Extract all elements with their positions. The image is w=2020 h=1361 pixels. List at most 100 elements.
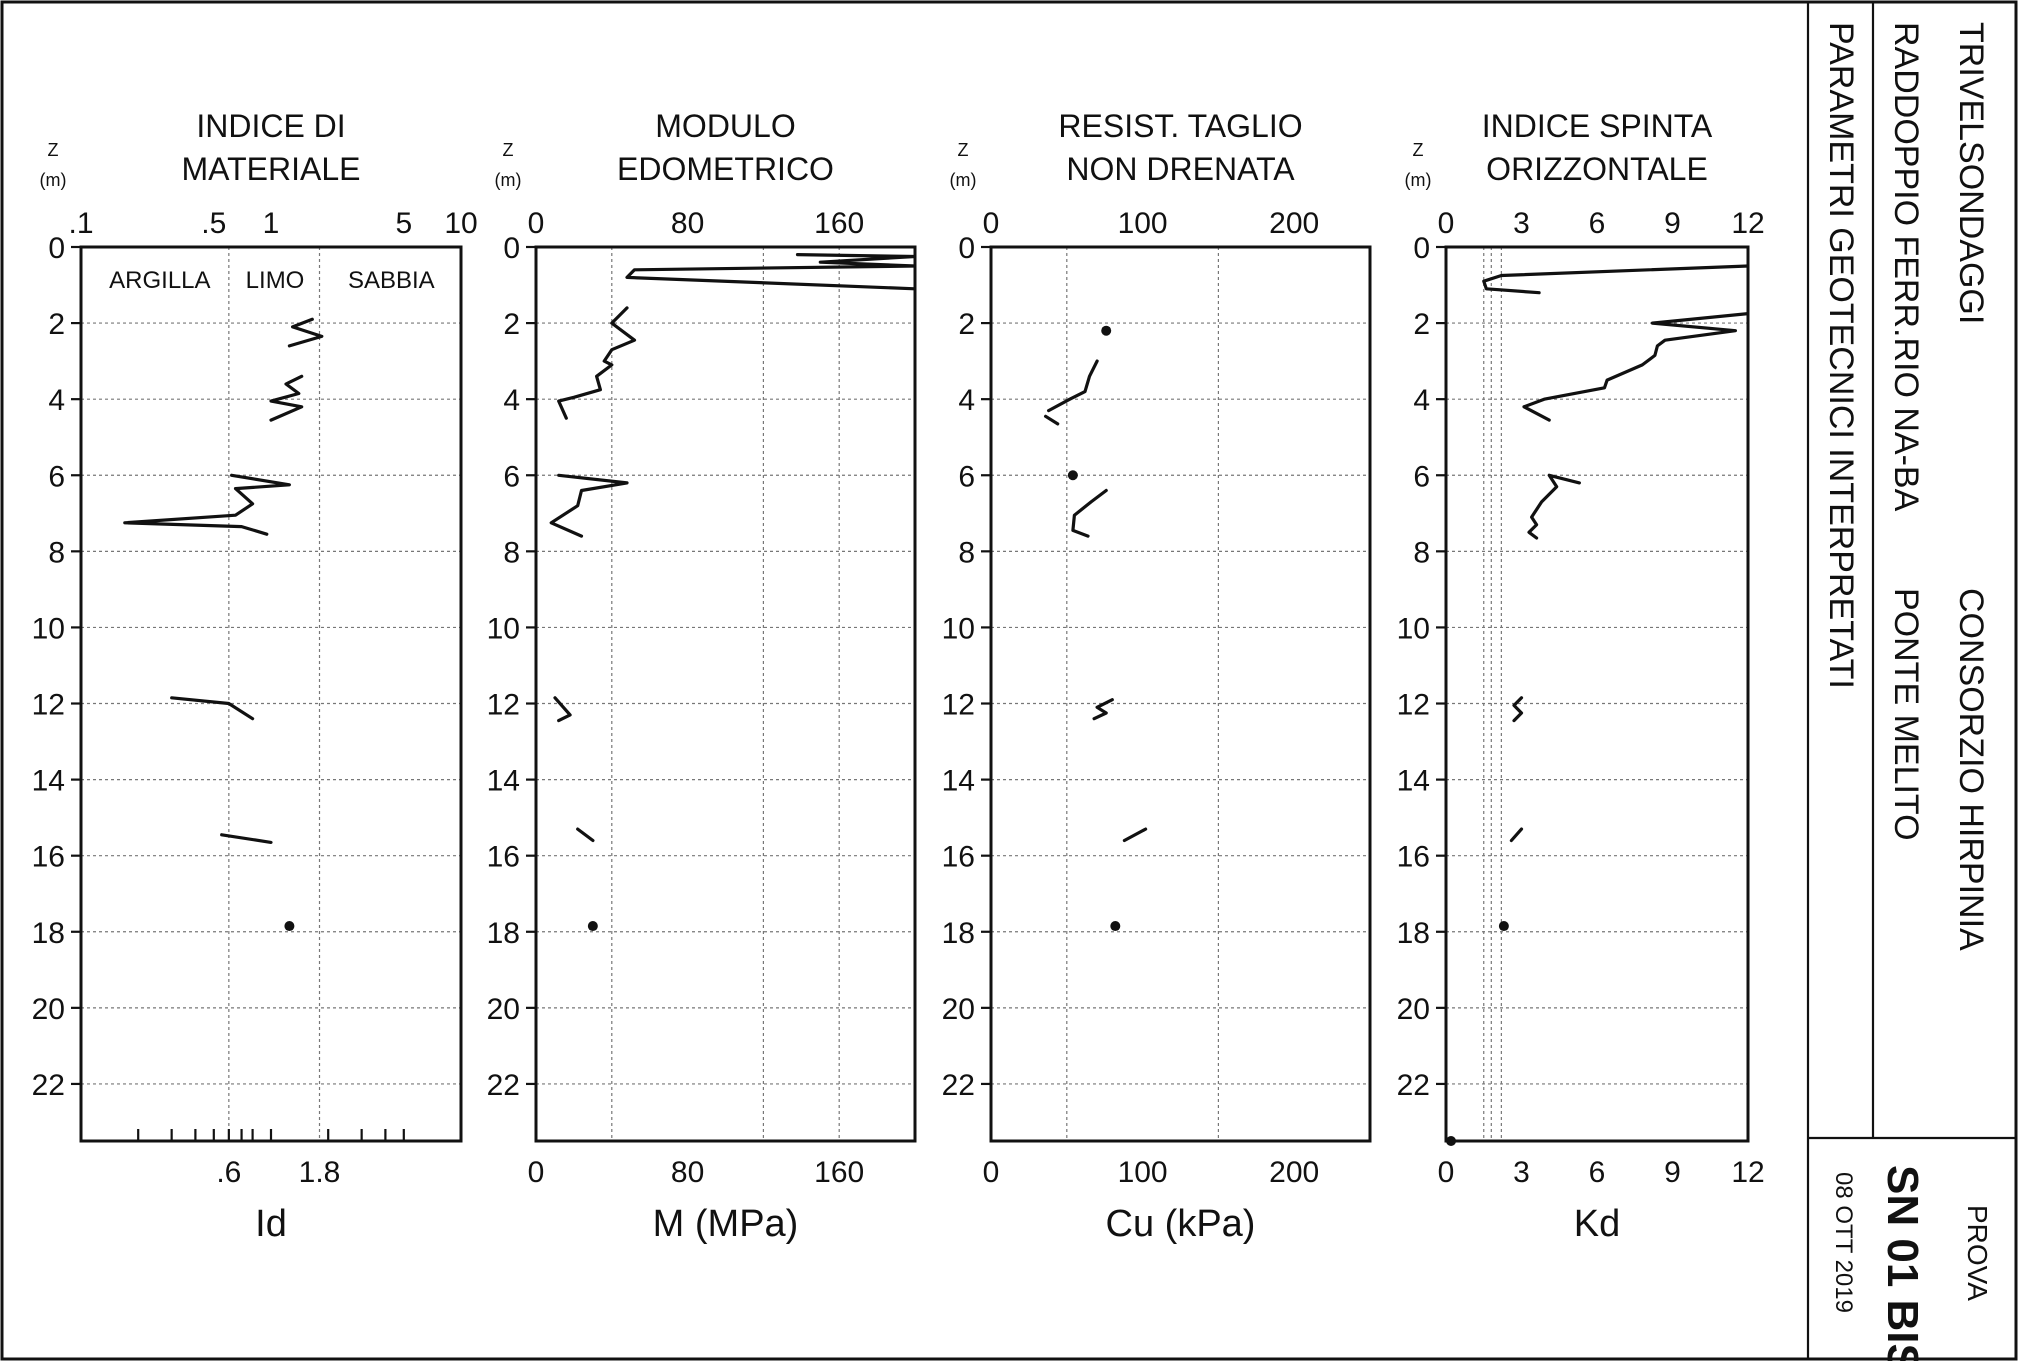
depth-tick-label: 16 <box>487 841 520 874</box>
depth-axis-symbol: Z <box>1413 140 1424 160</box>
series-trace <box>123 473 291 536</box>
client-name: CONSORZIO HIRPINIA <box>1952 588 1990 951</box>
chart-title-line1: INDICE DI <box>196 108 345 144</box>
depth-axis-symbol: Z <box>48 140 59 160</box>
depth-tick-label: 8 <box>503 536 520 569</box>
series-trace <box>220 833 273 844</box>
depth-tick-label: 14 <box>1397 765 1430 798</box>
series-trace <box>1527 473 1581 540</box>
top-tick-label: .1 <box>68 207 93 240</box>
report-subtitle: PARAMETRI GEOTECNICI INTERPRETATI <box>1822 22 1860 689</box>
top-tick-label: .5 <box>201 207 226 240</box>
series-trace <box>1522 312 1748 422</box>
data-point <box>1498 921 1509 932</box>
company-name: TRIVELSONDAGGI <box>1952 22 1990 324</box>
x-axis-label: Cu (kPa) <box>1106 1203 1256 1245</box>
depth-tick-label: 22 <box>1397 1069 1430 1102</box>
soil-class-label: SABBIA <box>348 267 435 294</box>
depth-tick-label: 4 <box>48 384 65 417</box>
data-point <box>1067 470 1078 481</box>
top-tick-label: 5 <box>395 207 412 240</box>
bottom-tick-label: 1.8 <box>299 1156 341 1189</box>
plot-frame <box>79 245 463 1143</box>
depth-tick-label: 14 <box>32 765 65 798</box>
chart-title-line1: MODULO <box>655 108 795 144</box>
project-name: RADDOPPIO FERR.RIO NA-BA <box>1887 22 1925 512</box>
depth-tick-label: 22 <box>32 1069 65 1102</box>
depth-tick-label: 10 <box>1397 612 1430 645</box>
bottom-tick-label: 9 <box>1664 1156 1681 1189</box>
depth-tick-label: 18 <box>1397 917 1430 950</box>
chart-panel-3: 0 2 4 6 8 10 12 14 16 18 20 22 Z (m) RESIST. TAGLIO NON… <box>942 108 1372 1245</box>
top-tick-label: 1 <box>263 207 280 240</box>
series-trace <box>1071 488 1108 538</box>
depth-tick-label: 6 <box>503 460 520 493</box>
depth-tick-label: 4 <box>1413 384 1430 417</box>
depth-tick-label: 10 <box>32 612 65 645</box>
bottom-tick-label: 0 <box>983 1156 1000 1189</box>
location-name: PONTE MELITO <box>1887 588 1925 841</box>
bottom-tick-label: 6 <box>1589 1156 1606 1189</box>
depth-tick-label: 12 <box>487 689 520 722</box>
top-tick-label: 12 <box>1731 207 1764 240</box>
test-date: 08 OTT 2019 <box>1830 1172 1857 1313</box>
depth-tick-label: 6 <box>958 460 975 493</box>
soil-class-label: LIMO <box>246 267 305 294</box>
top-tick-label: 200 <box>1269 207 1319 240</box>
depth-tick-label: 0 <box>503 232 520 265</box>
depth-tick-label: 6 <box>1413 460 1430 493</box>
depth-tick-label: 22 <box>942 1069 975 1102</box>
depth-tick-label: 0 <box>48 232 65 265</box>
bottom-tick-label: 100 <box>1118 1156 1168 1189</box>
bottom-tick-label: 12 <box>1731 1156 1764 1189</box>
top-tick-label: 3 <box>1513 207 1530 240</box>
soil-class-label: ARGILLA <box>109 267 210 294</box>
chart-title-line2: ORIZZONTALE <box>1486 151 1708 187</box>
depth-axis-unit: (m) <box>1405 170 1432 190</box>
depth-tick-label: 18 <box>487 917 520 950</box>
top-tick-label: 10 <box>444 207 477 240</box>
bottom-tick-label: 160 <box>814 1156 864 1189</box>
plot-frame <box>989 245 1372 1143</box>
chart-panel-4: 0 2 4 6 8 10 12 14 16 18 20 22 Z (m) INDICE SPINTA ORIZ… <box>1397 108 1765 1245</box>
chart-title-line2: EDOMETRICO <box>617 151 834 187</box>
chart-title-line1: INDICE SPINTA <box>1482 108 1713 144</box>
top-tick-label: 160 <box>814 207 864 240</box>
depth-tick-label: 12 <box>32 689 65 722</box>
x-axis-label: Kd <box>1574 1203 1620 1245</box>
bottom-tick-label: 200 <box>1269 1156 1319 1189</box>
x-axis-label: M (MPa) <box>653 1203 799 1245</box>
depth-tick-label: 14 <box>487 765 520 798</box>
depth-tick-label: 20 <box>942 993 975 1026</box>
plot-frame <box>1444 245 1750 1143</box>
depth-tick-label: 16 <box>32 841 65 874</box>
top-tick-label: 0 <box>1438 207 1455 240</box>
series-trace <box>1044 414 1060 426</box>
depth-tick-label: 18 <box>942 917 975 950</box>
data-point <box>284 921 295 932</box>
bottom-tick-label: 3 <box>1513 1156 1530 1189</box>
depth-tick-label: 2 <box>1413 308 1430 341</box>
top-tick-label: 0 <box>528 207 545 240</box>
series-trace <box>1512 696 1524 723</box>
bottom-tick-label: .6 <box>216 1156 241 1189</box>
depth-tick-label: 22 <box>487 1069 520 1102</box>
series-trace <box>625 253 915 291</box>
depth-tick-label: 8 <box>48 536 65 569</box>
depth-tick-label: 16 <box>942 841 975 874</box>
series-trace <box>557 306 637 420</box>
bottom-tick-label: 0 <box>528 1156 545 1189</box>
data-point <box>587 921 598 932</box>
top-tick-label: 100 <box>1118 207 1168 240</box>
depth-tick-label: 10 <box>487 612 520 645</box>
series-trace <box>170 696 255 721</box>
depth-tick-label: 2 <box>48 308 65 341</box>
depth-tick-label: 6 <box>48 460 65 493</box>
depth-tick-label: 12 <box>942 689 975 722</box>
chart-title-line2: NON DRENATA <box>1066 151 1295 187</box>
series-trace <box>553 696 572 723</box>
chart-panel-2: 0 2 4 6 8 10 12 14 16 18 20 22 Z (m) MODULO EDOMETRICO 0… <box>487 108 917 1245</box>
depth-tick-label: 16 <box>1397 841 1430 874</box>
